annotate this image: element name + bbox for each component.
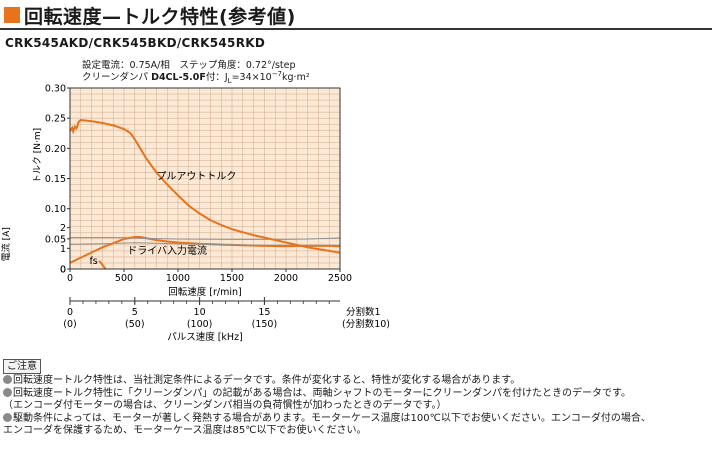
pulse-tick-label-divided: (100) — [187, 319, 213, 330]
model-name: CRK545AKD/CRK545BKD/CRK545RKD — [5, 36, 266, 50]
inertia-unit: kg·m² — [282, 72, 310, 83]
pulse-tick-label-divided: (150) — [252, 319, 278, 330]
x-tick-label: 2000 — [274, 273, 298, 284]
condition-suffix: 付：J — [205, 72, 228, 83]
pulse-tick-label: 15 — [258, 307, 270, 318]
bullet-icon — [3, 412, 12, 422]
current-label: ドライバ入力電流 — [127, 244, 207, 257]
bullet-icon — [3, 387, 12, 397]
condition-line-1: 設定電流：0.75A/相 ステップ角度：0.72°/step — [82, 60, 296, 71]
x-axis-label: 回転速度 [r/min] — [168, 286, 241, 298]
inertia-subscript: L — [227, 76, 232, 85]
x-tick-label: 1000 — [166, 273, 190, 284]
series-line — [69, 118, 341, 254]
title-underline — [0, 28, 712, 30]
pulse-tick-label: 0 — [67, 307, 73, 318]
chart-labels: トルク [N·m] 電流 [A] 回転速度 [r/min] プルアウトトルクドライバ入… — [0, 128, 390, 343]
x-tick-label: 1500 — [220, 273, 244, 284]
y-axis-label: トルク [N·m] — [32, 128, 43, 183]
note-item: （エンコーダ付モーターの場合は、クリーンダンパ相当の負荷慣性が加わったときのデー… — [3, 400, 447, 411]
series-line — [69, 242, 340, 246]
y-tick-label: 0 — [60, 265, 66, 276]
inertia-exponent: −7 — [271, 69, 283, 78]
x-tick-label: 2500 — [328, 273, 352, 284]
series-line — [98, 260, 107, 270]
series-line — [70, 237, 341, 240]
x-tick-label: 0 — [67, 273, 73, 284]
note-item: 回転速度ートルク特性は、当社測定条件によるデータです。条件が変化すると、特性が変… — [3, 375, 709, 388]
header: 回転速度—トルク特性(参考値) — [0, 0, 712, 30]
series-line — [69, 236, 341, 264]
torque-chart: 0 500 1000 1500 2000 2500 0 0.05 0.10 0.15 0.20 0.2… — [0, 84, 390, 344]
page-title: 回転速度—トルク特性(参考値) — [24, 6, 296, 28]
division-label: 分割数1 — [346, 306, 381, 318]
fs-label: fs — [89, 256, 97, 267]
notes-list: 回転速度ートルク特性は、当社測定条件によるデータです。条件が変化すると、特性が変… — [3, 375, 709, 438]
title-marker — [4, 7, 20, 23]
pulse-tick-label-divided: (50) — [125, 319, 145, 330]
pullout-label: プルアウトトルク — [156, 171, 236, 183]
notes-title: ご注意 — [3, 359, 41, 374]
inertia-value: =34×10 — [231, 72, 272, 83]
note-item: 回転速度ートルク特性に「クリーンダンパ」の記載がある場合は、両軸シャフトのモータ… — [3, 387, 709, 401]
current-tick-label: 2 — [60, 223, 66, 234]
y-tick-label: 0.10 — [45, 204, 66, 215]
note-item: エンコーダを保護するため、モーターケース温度は85℃以下でお使いください。 — [3, 425, 367, 436]
current-tick-label: 1 — [60, 244, 66, 255]
pulse-tick-label: 5 — [132, 307, 138, 318]
pulse-tick-label-divided: (0) — [63, 319, 76, 330]
condition-prefix: クリーンダンパ — [82, 72, 149, 83]
note-item: 駆動条件によっては、モーターが著しく発熱する場合があります。モーターケース温度は… — [3, 412, 709, 426]
pulse-tick-label: 10 — [194, 307, 206, 318]
series-group — [69, 118, 341, 270]
y-tick-label: 0.25 — [45, 114, 66, 125]
y-tick-label: 0.20 — [45, 144, 66, 155]
x-tick-label: 500 — [115, 273, 133, 284]
axes: 0 500 1000 1500 2000 2500 0 0.05 0.10 0.15 0.20 0.2… — [45, 84, 352, 285]
damper-model: D4CL-5.0F — [151, 72, 206, 83]
pulse-axis-label: パルス速度 [kHz] — [167, 331, 243, 343]
y-tick-label: 0.15 — [45, 174, 66, 185]
current-tick-label: 0 — [60, 265, 66, 276]
y-tick-label: 0.30 — [45, 84, 66, 95]
y-tick-label: 0.05 — [45, 234, 66, 245]
bullet-icon — [3, 375, 12, 384]
division-label-10: (分割数10) — [342, 318, 390, 330]
condition-line-2: クリーンダンパ D4CL-5.0F付：JL=34×10−7kg·m² — [82, 69, 310, 85]
current-axis-label: 電流 [A] — [0, 227, 12, 261]
